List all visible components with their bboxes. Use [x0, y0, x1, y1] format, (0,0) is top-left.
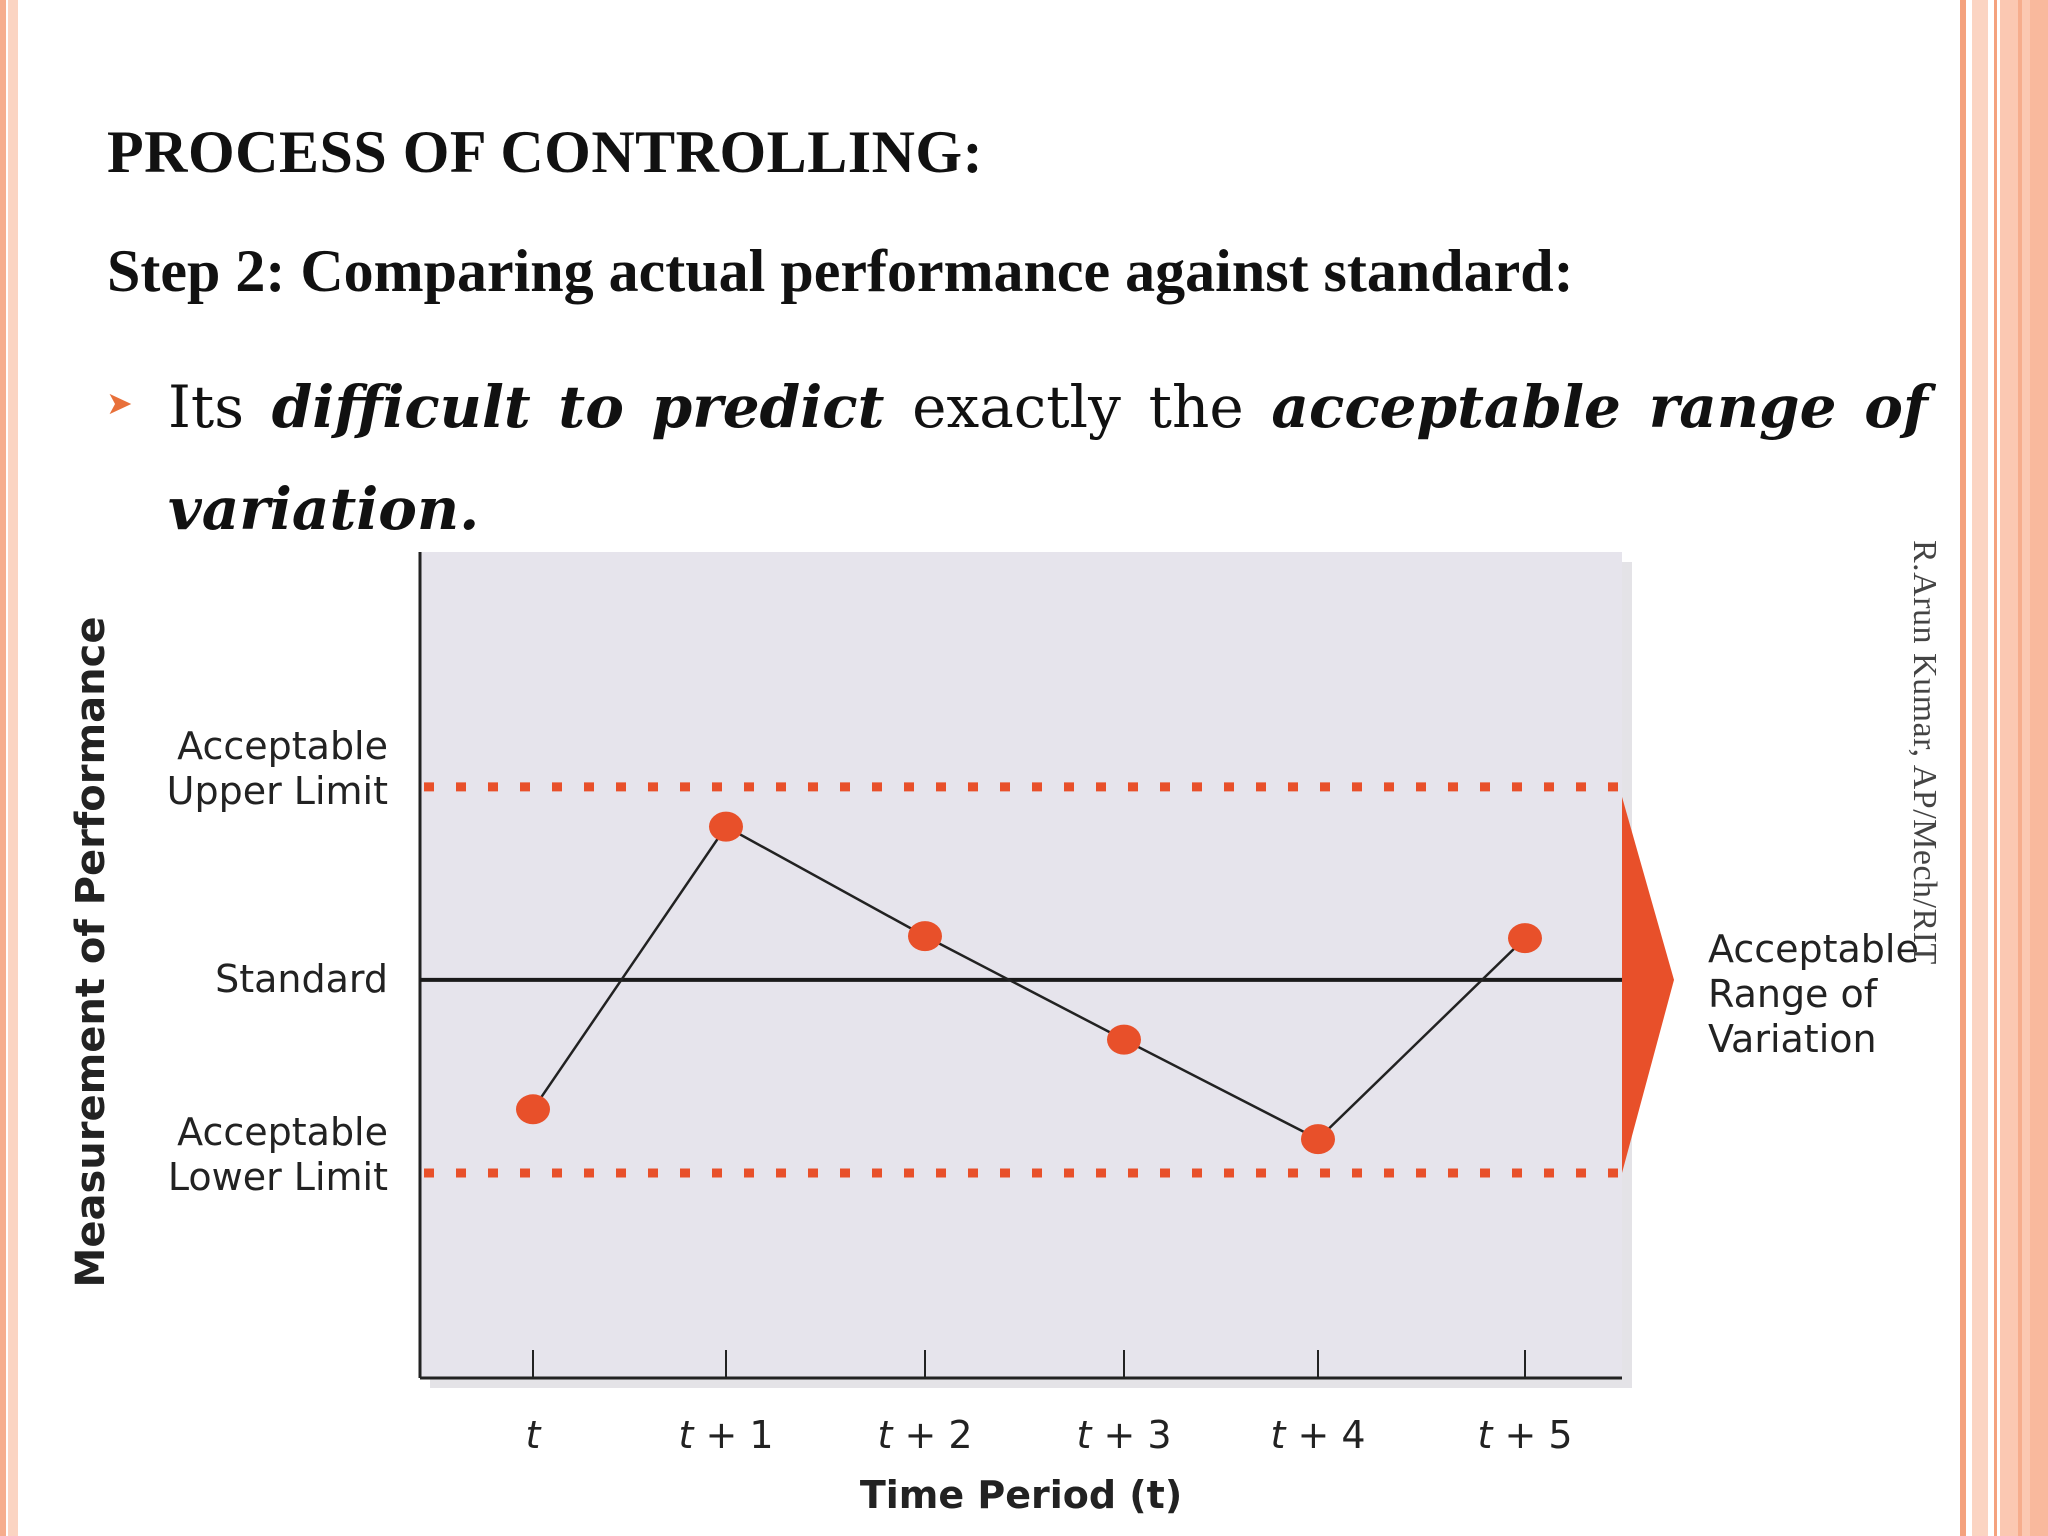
bullet-word: to: [558, 373, 624, 441]
y-axis-label: Measurement of Performance: [68, 617, 114, 1288]
x-tick-label-5: t + 5: [1477, 1413, 1572, 1457]
bullet-word: range: [1648, 373, 1837, 441]
author-watermark: R.Arun Kumar, AP/Mech/RIT: [1906, 540, 1943, 965]
x-tick-label-3: t + 3: [1076, 1413, 1171, 1457]
slide-subtitle: Step 2: Comparing actual performance aga…: [107, 238, 1574, 304]
bullet-word: Its: [168, 373, 244, 441]
reference-label-1: Standard: [215, 957, 388, 1001]
data-point-1: [709, 811, 743, 842]
bullet-word: the: [1148, 373, 1244, 441]
data-point-2: [908, 921, 942, 952]
data-point-0: [516, 1094, 550, 1125]
bullet-word: variation.: [168, 475, 480, 543]
x-tick-label-0: t: [526, 1413, 543, 1457]
bullet-text: Its difficult to predict exactly the acc…: [168, 356, 1928, 560]
bullet-line-2: variation.: [168, 458, 1928, 560]
data-point-3: [1107, 1024, 1141, 1055]
bullet-arrow-icon: ➤: [106, 384, 133, 422]
bullet-word: exactly: [912, 373, 1121, 441]
x-tick-label-2: t + 2: [877, 1413, 972, 1457]
bullet-line-1: Its difficult to predict exactly the acc…: [168, 356, 1928, 458]
data-point-4: [1301, 1124, 1335, 1155]
x-axis-label: Time Period (t): [860, 1473, 1182, 1517]
range-annotation: Acceptable Range of Variation: [1708, 927, 1919, 1061]
plot-background: [420, 552, 1622, 1378]
x-tick-label-4: t + 4: [1270, 1413, 1365, 1457]
bullet-word: acceptable: [1271, 373, 1621, 441]
bullet-word: difficult: [271, 373, 531, 441]
bullet-word: of: [1864, 373, 1928, 441]
reference-label-0: Acceptable Upper Limit: [167, 724, 388, 813]
reference-label-2: Acceptable Lower Limit: [168, 1110, 388, 1199]
x-tick-label-1: t + 1: [678, 1413, 773, 1457]
slide-title: PROCESS OF CONTROLLING:: [107, 119, 984, 185]
bullet-word: predict: [651, 373, 885, 441]
data-point-5: [1508, 923, 1542, 954]
series-line: [531, 825, 1526, 1141]
range-arrow: [1622, 796, 1674, 1173]
